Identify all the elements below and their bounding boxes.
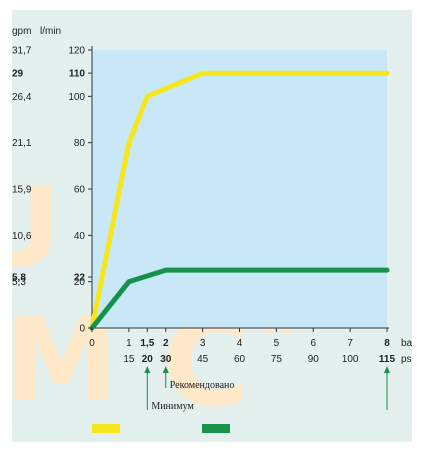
recommended-arrow-head [162,366,169,373]
chart-panel: U М С " gpm l/min 0 20 22 40 60 80 100 110 120 5,3… [12,10,412,442]
y-tick-label-lmin: 100 [68,92,85,103]
y-tick-label-gpm: 31,7 [12,46,32,57]
y-tick-label-gpm: 10,6 [12,231,32,242]
x-tick-label-bar: 2 [163,338,169,349]
annotation-recommended: Рекомендовано [170,380,235,391]
svg-text:U: U [12,163,61,291]
unit-bar-label: bar [401,338,412,349]
x-tick-label-bar: 7 [347,338,353,349]
y-tick-label-lmin: 40 [74,231,86,242]
x-tick-label-psi: 30 [160,354,172,365]
y-tick-label-gpm: 26,4 [12,92,32,103]
x-tick-label-psi: 45 [197,354,209,365]
x-tick-label-psi: 60 [234,354,246,365]
x-tick-label-bar: 1,5 [140,338,154,349]
x-tick-label-bar: 5 [274,338,280,349]
unit-psi-label: psi [401,354,412,365]
series-line-1 [89,70,390,331]
max-arrow-head [384,366,390,373]
x-tick-label-psi: 90 [308,354,320,365]
x-tick-label-bar: 0 [89,338,95,349]
y-tick-label-gpm: 29 [12,69,24,80]
legend-swatch-1 [92,424,120,433]
x-tick-label-bar: 6 [310,338,316,349]
x-tick-label-psi: 15 [123,354,135,365]
x-tick-label-bar: 3 [200,338,206,349]
y-tick-label-lmin: 22 [74,273,86,284]
y-tick-label-gpm: 5,8 [12,273,26,284]
x-tick-label-bar: 1 [126,338,132,349]
y-tick-label-gpm: 5,3 [12,277,26,288]
flow-pressure-chart: U М С " gpm l/min 020224060801001101205,3… [12,26,412,434]
legend-swatch-2 [202,424,230,433]
minimum-arrow-head [144,366,151,373]
x-tick-label-bar: 4 [237,338,243,349]
x-tick-label-psi: 75 [271,354,283,365]
unit-lmin-label: l/min [40,26,61,37]
y-tick-label-gpm: 15,9 [12,185,32,196]
y-tick-label-lmin: 110 [69,69,86,80]
y-tick-label-gpm: 21,1 [12,138,32,149]
annotation-minimum: Минимум [151,401,194,412]
y-tick-label-lmin: 60 [74,185,86,196]
y-tick-label-lmin: 0 [79,324,85,335]
y-tick-label-lmin: 120 [68,46,85,57]
y-tick-label-lmin: 20 [74,277,86,288]
x-tick-label-psi: 115 [379,354,396,365]
x-tick-label-psi: 20 [142,354,154,365]
unit-gpm-label: gpm [12,26,31,37]
x-tick-label-psi: 100 [342,354,359,365]
x-tick-label-bar: 8 [384,338,390,349]
y-tick-label-lmin: 80 [74,138,86,149]
series-line-2 [89,267,390,331]
plot-area [92,50,387,328]
